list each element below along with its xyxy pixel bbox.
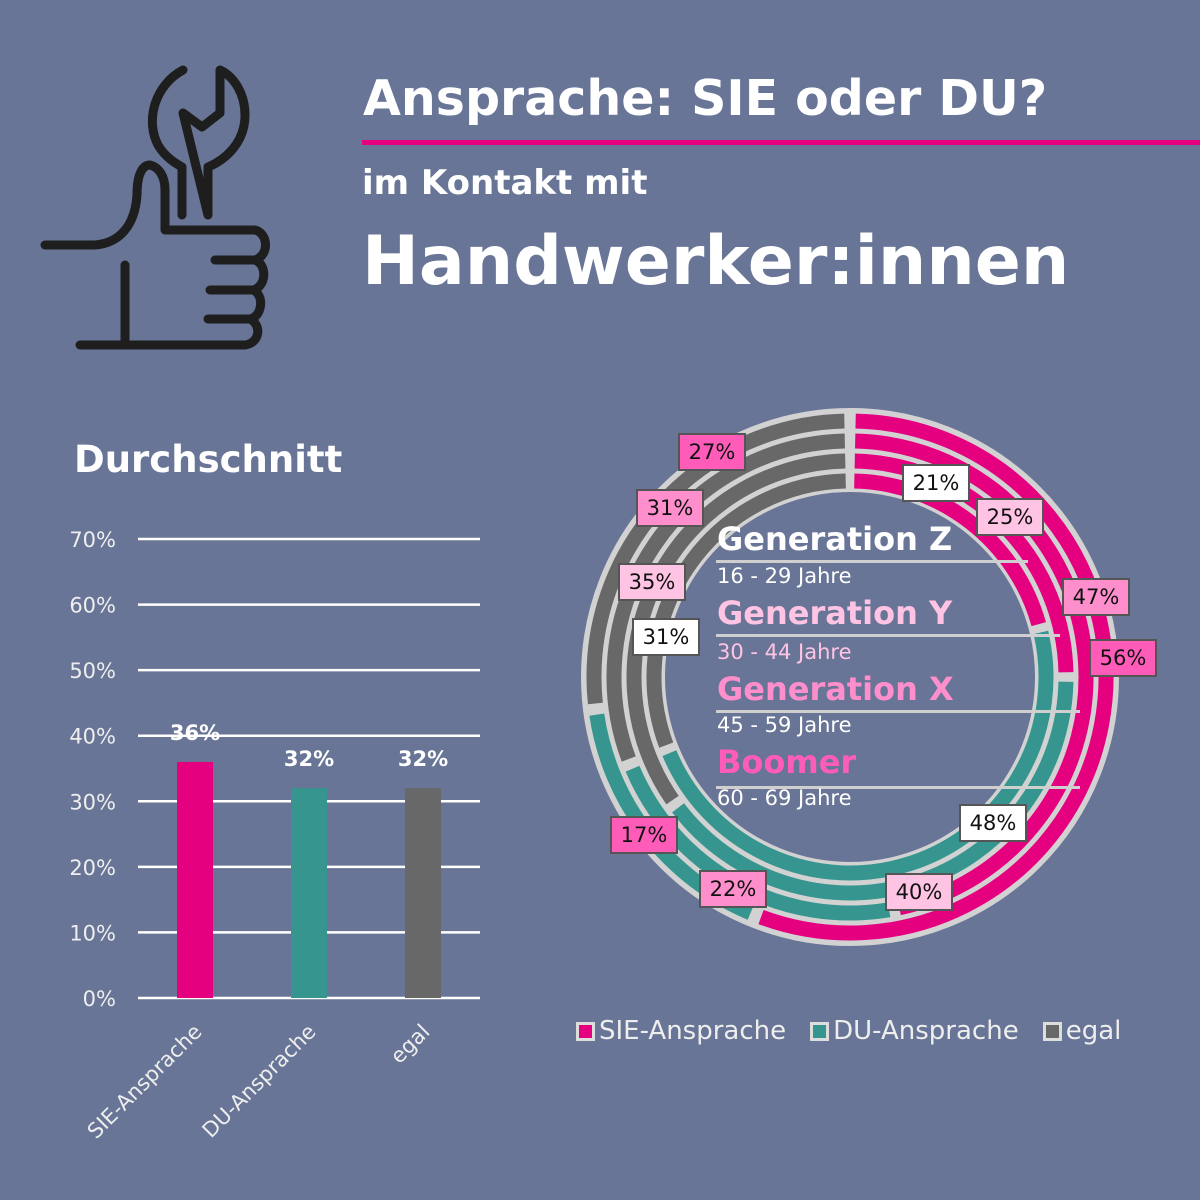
divider xyxy=(716,634,1060,637)
donut-segment-generation-z-1 xyxy=(662,630,1054,881)
gen-y-age: 30 - 44 Jahre xyxy=(717,640,852,664)
legend-item-egal: egal xyxy=(1042,1016,1122,1046)
x-tick-label: DU-Ansprache xyxy=(198,1020,321,1143)
main-title: Handwerker:innen xyxy=(362,222,1070,301)
data-label-genz-sie: 21% xyxy=(902,464,970,502)
data-label-geny-sie: 25% xyxy=(976,498,1044,536)
data-label-genx-du: 22% xyxy=(699,870,767,908)
divider xyxy=(716,560,1028,563)
donut-segment-generation-z-2 xyxy=(646,473,846,748)
boomer-age: 60 - 69 Jahre xyxy=(717,786,852,810)
y-tick-label: 60% xyxy=(69,594,116,618)
x-tick-label: SIE-Ansprache xyxy=(83,1020,207,1144)
title-underline xyxy=(362,140,1200,145)
legend-swatch xyxy=(1042,1021,1062,1041)
data-label-boomer-sie: 56% xyxy=(1089,639,1157,677)
y-tick-label: 10% xyxy=(69,921,116,945)
bar-2 xyxy=(405,788,441,998)
bar-0 xyxy=(177,761,213,998)
donut-segment-boomer-0 xyxy=(758,413,1114,941)
subtitle: im Kontakt mit xyxy=(362,163,648,203)
legend-label: DU-Ansprache xyxy=(833,1016,1019,1046)
data-label-genz-egal: 31% xyxy=(632,618,700,656)
bar-value-label: 32% xyxy=(284,747,334,771)
donut-segment-generation-z-0 xyxy=(854,473,1046,627)
gen-z-title: Generation Z xyxy=(717,520,953,558)
y-tick-label: 50% xyxy=(69,659,116,683)
data-label-genz-du: 48% xyxy=(959,804,1027,842)
bar-1 xyxy=(291,788,327,998)
boomer-title: Boomer xyxy=(717,743,857,781)
gen-y-title: Generation Y xyxy=(717,594,953,632)
x-tick-label: egal xyxy=(386,1020,435,1069)
data-label-genx-egal: 31% xyxy=(636,489,704,527)
page-title: Ansprache: SIE oder DU? xyxy=(363,70,1048,127)
bar-chart: 0% 10% 20% 30% 40% 50% 60% 70% 36% SIE-Ansprache 3… xyxy=(69,528,480,1144)
y-tick-label: 0% xyxy=(83,987,116,1011)
gen-x-title: Generation X xyxy=(717,670,954,708)
divider xyxy=(716,710,1080,713)
legend-label: egal xyxy=(1065,1016,1122,1046)
bar-value-label: 32% xyxy=(398,747,448,771)
bar-value-label: 36% xyxy=(170,721,220,745)
data-label-boomer-egal: 27% xyxy=(678,433,746,471)
y-tick-label: 20% xyxy=(69,856,116,880)
data-label-boomer-du: 17% xyxy=(610,816,678,854)
y-tick-label: 70% xyxy=(69,528,116,552)
legend-item-sie: SIE-Ansprache xyxy=(576,1016,786,1046)
gen-x-age: 45 - 59 Jahre xyxy=(717,713,852,737)
gen-z-age: 16 - 29 Jahre xyxy=(717,564,852,588)
ring-background xyxy=(581,408,1119,946)
data-label-geny-egal: 35% xyxy=(618,563,686,601)
y-tick-label: 30% xyxy=(69,790,116,814)
hand-wrench-icon xyxy=(40,55,330,359)
bar-chart-title: Durchschnitt xyxy=(74,438,343,481)
data-label-genx-sie: 47% xyxy=(1062,578,1130,616)
legend-item-du: DU-Ansprache xyxy=(810,1016,1019,1046)
donut-segment-generation-x-2 xyxy=(606,433,845,762)
divider xyxy=(716,786,1080,789)
data-label-geny-du: 40% xyxy=(885,873,953,911)
legend-swatch xyxy=(576,1021,595,1041)
legend-swatch xyxy=(810,1021,830,1041)
legend: SIE-Ansprache DU-Ansprache egal xyxy=(576,1016,1121,1046)
legend-label: SIE-Ansprache xyxy=(599,1016,787,1046)
y-tick-label: 40% xyxy=(69,725,116,749)
